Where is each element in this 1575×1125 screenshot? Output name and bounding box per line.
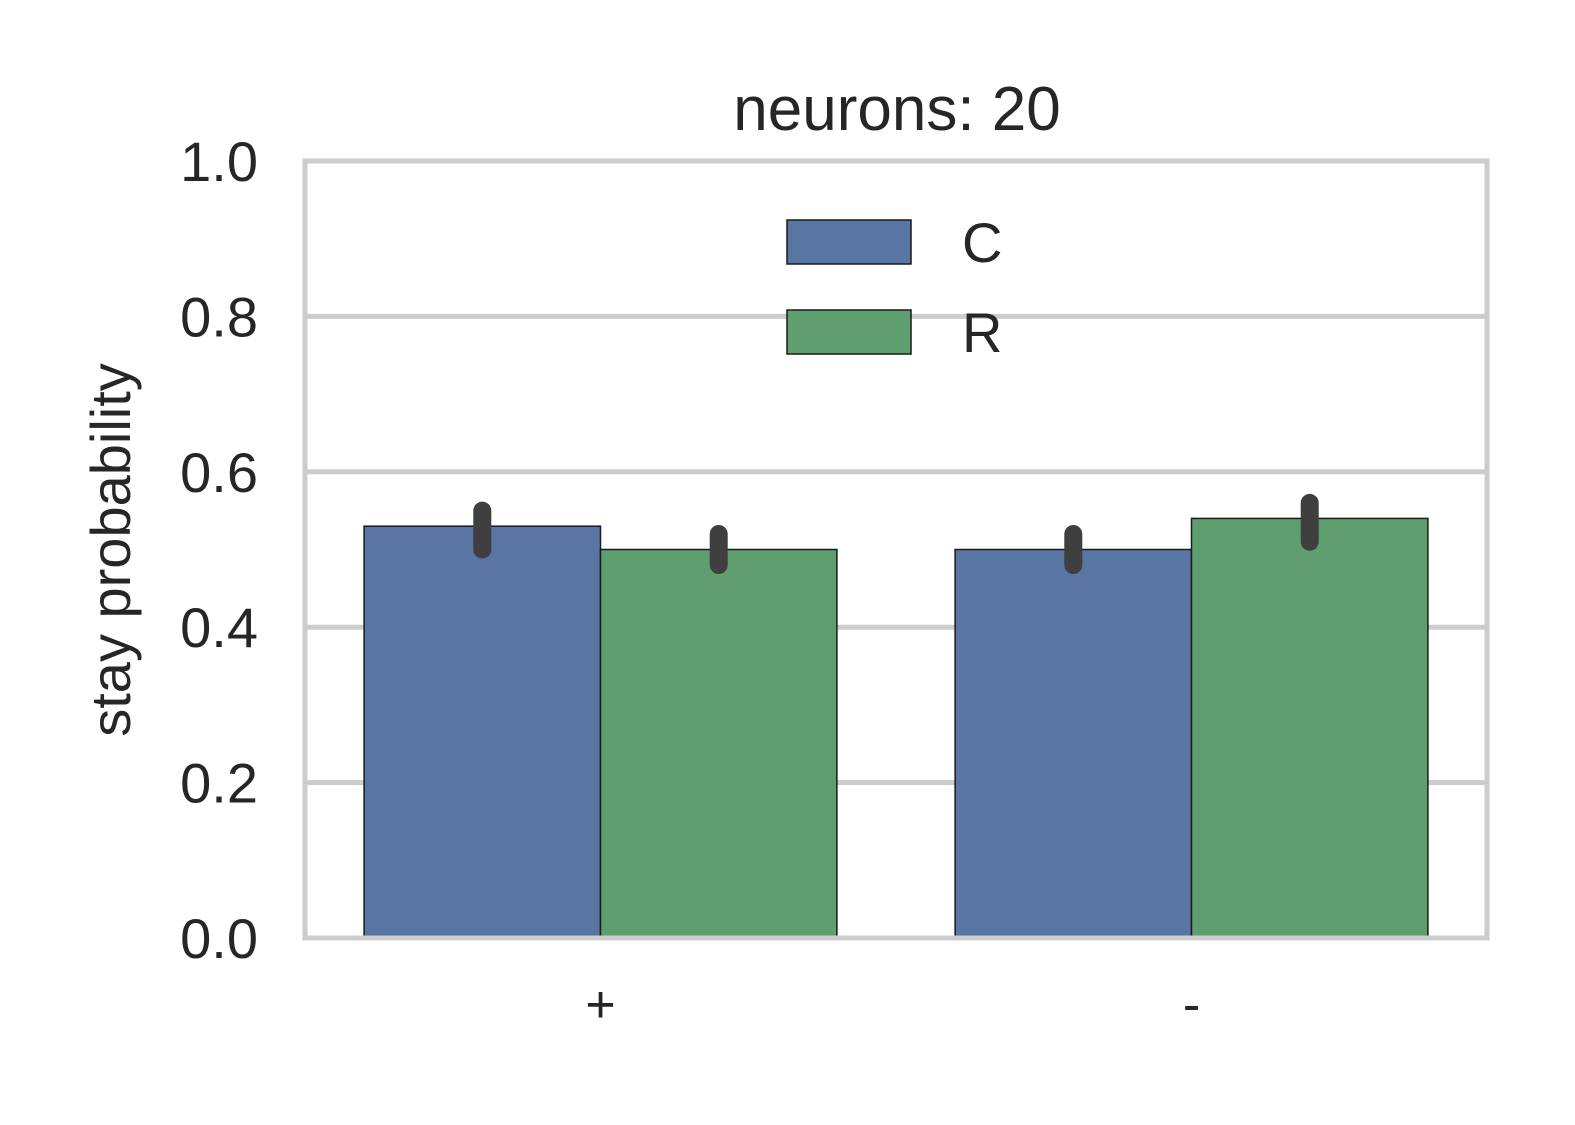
bars bbox=[363, 517, 1429, 939]
x-tick-label: + bbox=[585, 976, 615, 1034]
legend-swatch-R bbox=[786, 309, 912, 355]
y-tick-label: 0.2 bbox=[180, 752, 258, 815]
legend-swatch-C bbox=[786, 219, 912, 265]
y-tick-label: 0.4 bbox=[180, 596, 258, 659]
y-axis-label: stay probability bbox=[79, 363, 142, 737]
legend-label-C: C bbox=[962, 211, 1002, 274]
bar-C-0 bbox=[363, 525, 602, 939]
legend: CR bbox=[786, 211, 1002, 364]
x-tick-labels: + - bbox=[585, 976, 1200, 1034]
y-tick-label: 0.6 bbox=[180, 441, 258, 504]
bar-C-1 bbox=[954, 548, 1193, 939]
legend-label-R: R bbox=[962, 301, 1002, 364]
y-tick-label: 0.0 bbox=[180, 907, 258, 970]
y-tick-label: 1.0 bbox=[180, 130, 258, 193]
error-bars bbox=[473, 493, 1319, 575]
bar-R-0 bbox=[599, 548, 838, 939]
y-tick-label: 0.8 bbox=[180, 285, 258, 348]
plot-frame bbox=[302, 158, 1490, 941]
y-tick-labels: 0.0 0.2 0.4 0.6 0.8 1.0 bbox=[180, 130, 258, 970]
chart-title: neurons: 20 bbox=[733, 75, 1060, 144]
bar-R-1 bbox=[1190, 517, 1429, 939]
x-tick-label: - bbox=[1183, 976, 1200, 1034]
